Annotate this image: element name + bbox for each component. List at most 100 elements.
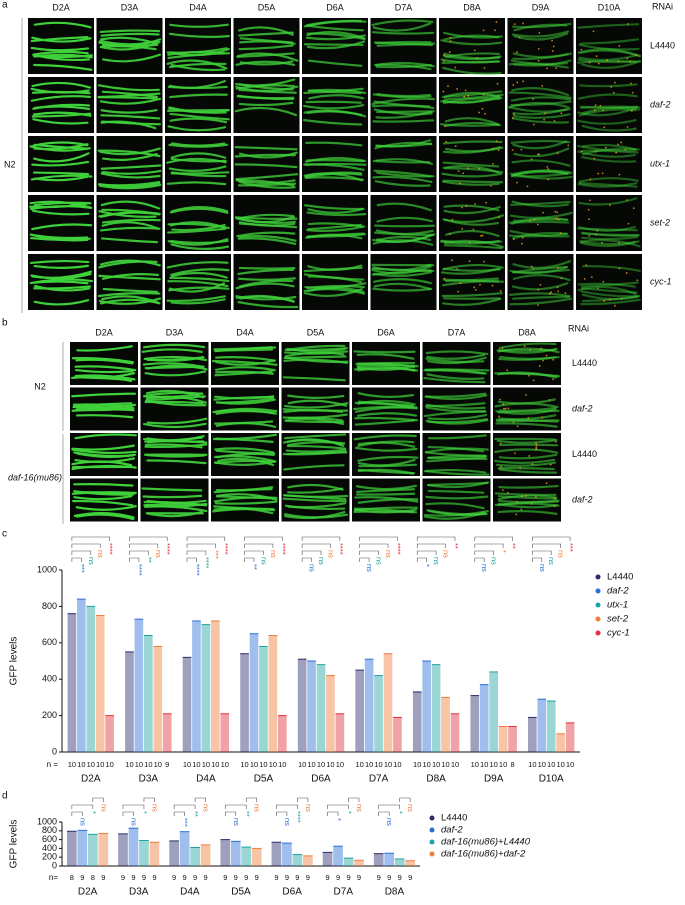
sig-bracket <box>186 550 207 555</box>
sig-bracket <box>348 797 360 802</box>
speck <box>525 393 527 396</box>
worm <box>508 106 571 113</box>
y-tick-label: 1000 <box>37 564 57 574</box>
worm <box>305 100 362 104</box>
worm <box>440 239 503 244</box>
n-value: 9 <box>183 873 187 882</box>
sig-label: *** <box>566 543 575 552</box>
worm <box>442 54 502 61</box>
sig-bracket <box>327 811 339 816</box>
worm <box>29 145 91 152</box>
worm <box>424 510 489 517</box>
worm <box>97 84 160 92</box>
sig-label: ns <box>384 550 393 558</box>
x-tick-label: D4A <box>196 774 216 785</box>
worm <box>304 204 365 211</box>
worm <box>234 145 298 151</box>
sig-bracket <box>186 543 216 548</box>
worm <box>306 40 366 50</box>
n-value: 10 <box>356 760 364 769</box>
speck <box>553 505 556 508</box>
worm <box>371 19 434 27</box>
worm <box>443 204 500 212</box>
speck <box>553 120 556 122</box>
row-label: daf-2 <box>572 494 593 504</box>
worm <box>496 438 558 444</box>
speck <box>516 181 518 184</box>
n-value: 10 <box>451 760 459 769</box>
sig-label: ns <box>78 818 87 826</box>
worm <box>168 106 227 114</box>
speck <box>520 508 523 511</box>
sig-label: ns <box>283 818 292 826</box>
speck <box>625 272 628 274</box>
worm <box>142 422 207 429</box>
bar <box>354 860 364 866</box>
worm <box>580 231 640 237</box>
legend-label: cyc-1 <box>607 628 630 639</box>
worm <box>214 447 275 454</box>
sig-bracket <box>244 557 255 562</box>
worm <box>353 506 418 512</box>
worm <box>577 93 638 100</box>
worm <box>238 266 296 270</box>
column-label: D6A <box>326 2 344 12</box>
speck <box>543 118 546 121</box>
worm <box>582 106 641 114</box>
sig-label: ns <box>538 564 547 572</box>
worm <box>444 121 502 128</box>
speck <box>527 416 530 419</box>
worm <box>442 146 502 154</box>
speck <box>473 286 476 289</box>
worm <box>30 35 89 43</box>
worm <box>577 58 641 64</box>
bar <box>128 828 139 866</box>
speck <box>448 51 451 53</box>
sig-bracket <box>244 536 283 541</box>
worm <box>98 274 161 281</box>
worm <box>306 24 364 32</box>
worm <box>511 87 570 97</box>
worm <box>376 202 432 212</box>
sig-bracket <box>416 536 456 541</box>
worm <box>303 87 364 95</box>
worm <box>30 46 90 52</box>
n-value: 10 <box>393 760 401 769</box>
speck <box>495 21 498 23</box>
speck <box>515 513 518 516</box>
panel-label: d <box>2 791 8 802</box>
n-value: 10 <box>307 760 315 769</box>
worm <box>217 457 275 467</box>
speck <box>521 242 523 245</box>
worm <box>442 179 504 184</box>
speck <box>450 259 453 262</box>
worm <box>238 180 296 189</box>
worm <box>353 434 417 441</box>
n-value: 10 <box>87 760 95 769</box>
worm <box>376 93 431 98</box>
column-label: D2A <box>95 327 113 337</box>
worm <box>235 85 299 92</box>
speck <box>555 67 558 70</box>
speck <box>445 140 448 143</box>
bar <box>335 713 345 752</box>
worm <box>32 209 90 216</box>
n-value: 8 <box>510 760 514 769</box>
worm <box>167 85 228 90</box>
worm <box>235 60 296 66</box>
worm <box>101 169 162 175</box>
bar <box>220 839 231 866</box>
speck <box>522 22 524 25</box>
speck <box>615 151 617 154</box>
panel-label: a <box>2 0 8 11</box>
worm <box>498 468 558 474</box>
y-tick-label: 600 <box>42 834 57 844</box>
worm <box>512 231 569 240</box>
speck <box>484 112 486 115</box>
sig-label: ns <box>269 550 278 558</box>
worm <box>71 464 137 471</box>
worm <box>512 140 568 150</box>
x-tick-label: D3A <box>139 774 159 785</box>
speck <box>620 297 623 300</box>
worm <box>582 147 640 156</box>
